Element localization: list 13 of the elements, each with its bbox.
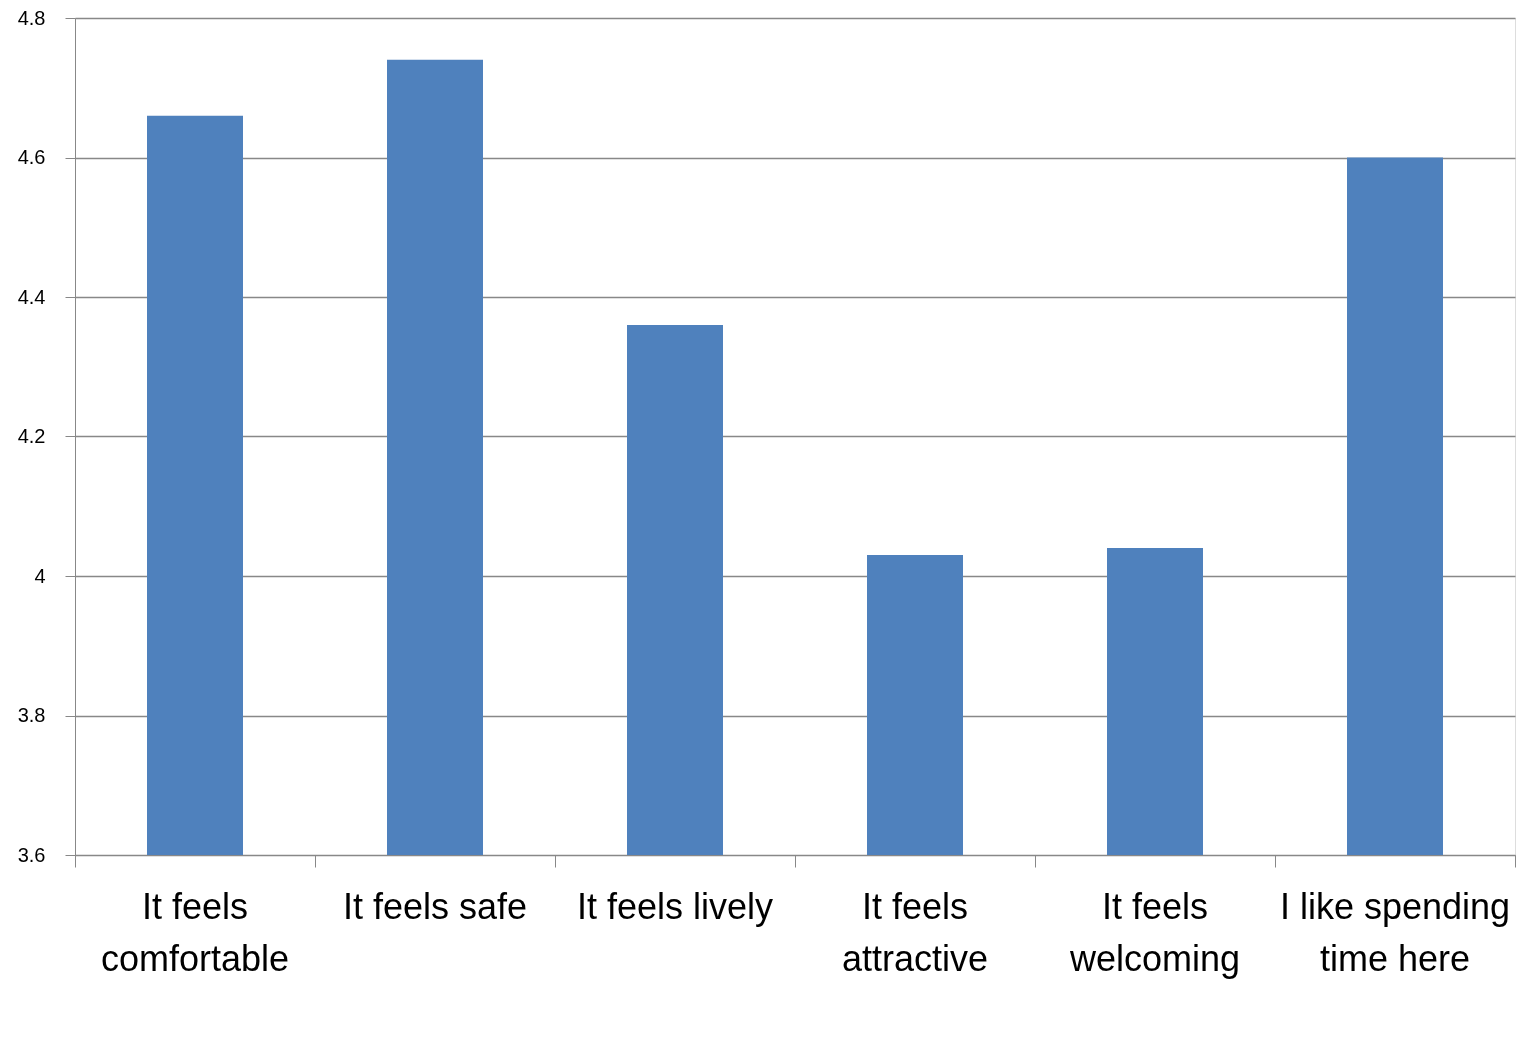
x-tick-label: It feels comfortable [100, 886, 290, 979]
y-tick-label: 4.2 [17, 425, 46, 447]
x-tick-label: It feels welcoming [1068, 886, 1241, 979]
x-tick-label: I like spending time here [1279, 886, 1511, 979]
x-tick-label: It feels lively [576, 886, 774, 927]
y-tick-label: 4 [34, 564, 46, 587]
y-tick-label: 4.8 [17, 6, 46, 29]
x-tick-label: It feels attractive [841, 886, 989, 979]
y-tick-label: 3.8 [17, 704, 46, 726]
x-tick-label: It feels safe [342, 886, 528, 927]
y-tick-label: 3.6 [17, 843, 46, 866]
y-tick-label: 4.4 [17, 285, 46, 308]
y-tick-label: 4.6 [17, 146, 46, 168]
